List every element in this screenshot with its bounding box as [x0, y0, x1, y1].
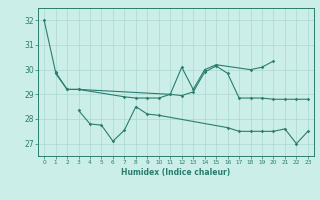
X-axis label: Humidex (Indice chaleur): Humidex (Indice chaleur): [121, 168, 231, 177]
